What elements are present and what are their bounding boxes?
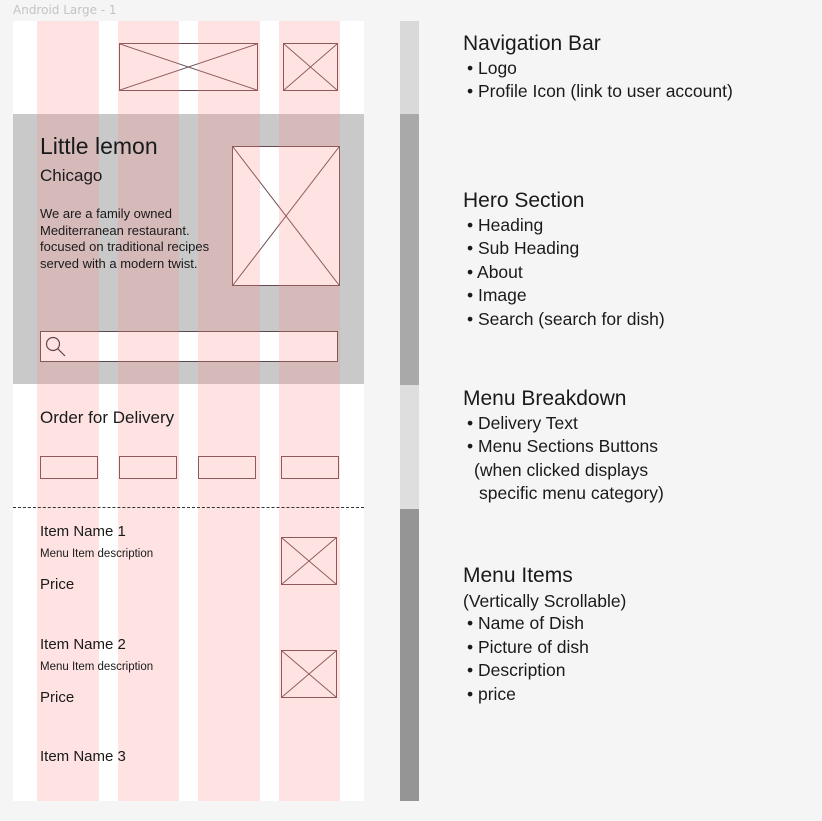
menu-section-button-1[interactable] <box>40 456 98 479</box>
item-description: Menu Item description <box>40 661 154 673</box>
image-placeholder-icon <box>282 538 336 584</box>
item-name: Item Name 2 <box>40 636 126 653</box>
item-name: Item Name 1 <box>40 523 126 540</box>
note-line: • Logo <box>467 58 517 78</box>
note-heading-hero: Hero Section <box>463 189 585 212</box>
image-placeholder-icon <box>282 651 336 697</box>
note-line: • Picture of dish <box>467 637 589 657</box>
dish-image-placeholder <box>281 650 337 698</box>
menu-section-button-4[interactable] <box>281 456 339 479</box>
note-line: (Vertically Scrollable) <box>463 591 627 611</box>
hero-about: We are a family owned Mediterranean rest… <box>40 206 210 271</box>
dish-image-placeholder <box>281 537 337 585</box>
profile-icon-placeholder[interactable] <box>283 43 338 91</box>
item-price: Price <box>40 576 75 593</box>
note-line: • Image <box>467 285 527 305</box>
frame-label: Android Large - 1 <box>13 3 117 17</box>
item-price: Price <box>40 689 75 706</box>
note-heading-items: Menu Items <box>463 564 573 587</box>
item-name: Item Name 3 <box>40 748 126 765</box>
note-line: • price <box>467 684 516 704</box>
hero-heading: Little lemon <box>40 133 158 159</box>
search-input[interactable] <box>40 331 338 362</box>
note-line: • About <box>467 262 523 282</box>
note-line: (when clicked displays <box>474 460 649 480</box>
section-indicator-items <box>400 509 419 801</box>
note-line: • Search (search for dish) <box>467 309 665 329</box>
search-icon <box>45 336 66 357</box>
section-indicator-nav <box>400 21 419 114</box>
note-line: • Sub Heading <box>467 238 580 258</box>
note-line: • Description <box>467 660 566 680</box>
section-divider <box>13 507 364 508</box>
section-indicator-breakdown <box>400 385 419 509</box>
logo-placeholder[interactable] <box>119 43 258 91</box>
menu-section-button-3[interactable] <box>198 456 256 479</box>
item-description: Menu Item description <box>40 548 154 560</box>
note-heading-nav: Navigation Bar <box>463 32 601 55</box>
section-indicator-hero <box>400 114 419 385</box>
image-placeholder-icon <box>233 147 339 285</box>
note-heading-breakdown: Menu Breakdown <box>463 387 627 410</box>
note-line: • Delivery Text <box>467 413 578 433</box>
note-line: • Menu Sections Buttons <box>467 436 658 456</box>
image-placeholder-icon <box>120 44 257 90</box>
hero-subheading: Chicago <box>40 166 103 185</box>
note-line: • Heading <box>467 215 544 235</box>
note-line: • Profile Icon (link to user account) <box>467 81 733 101</box>
hero-image-placeholder <box>232 146 340 286</box>
note-line: specific menu category) <box>479 483 664 503</box>
menu-section-button-2[interactable] <box>119 456 177 479</box>
image-placeholder-icon <box>284 44 337 90</box>
android-frame: Little lemon Chicago We are a family own… <box>13 21 364 801</box>
delivery-text: Order for Delivery <box>40 408 175 427</box>
note-line: • Name of Dish <box>467 613 584 633</box>
